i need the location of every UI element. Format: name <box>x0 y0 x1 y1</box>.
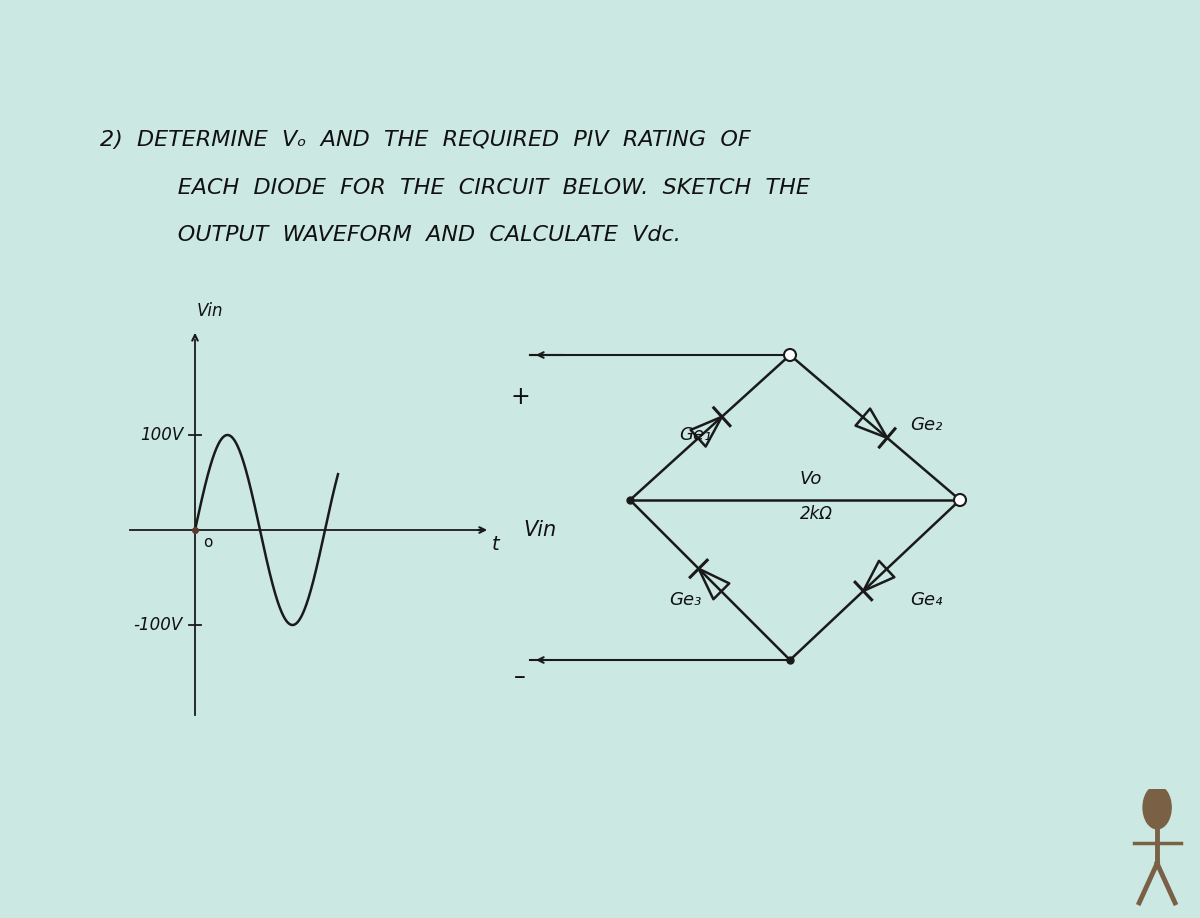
Text: Ge₄: Ge₄ <box>910 591 942 609</box>
Text: Vo: Vo <box>800 470 822 488</box>
Text: –: – <box>514 665 526 689</box>
Text: 2)  DETERMINE  Vₒ  AND  THE  REQUIRED  PIV  RATING  OF: 2) DETERMINE Vₒ AND THE REQUIRED PIV RAT… <box>100 130 751 150</box>
Text: o: o <box>203 535 212 550</box>
Circle shape <box>954 494 966 506</box>
Text: 100V: 100V <box>139 426 182 444</box>
Text: Ge₂: Ge₂ <box>910 416 942 434</box>
Text: t: t <box>492 535 499 554</box>
Text: +: + <box>510 385 530 409</box>
Text: Ge₃: Ge₃ <box>668 591 701 609</box>
Text: 2kΩ: 2kΩ <box>800 505 833 523</box>
Text: Vin: Vin <box>523 520 557 540</box>
Text: Vin: Vin <box>197 302 223 320</box>
Text: OUTPUT  WAVEFORM  AND  CALCULATE  Vdc.: OUTPUT WAVEFORM AND CALCULATE Vdc. <box>134 225 680 245</box>
Text: EACH  DIODE  FOR  THE  CIRCUIT  BELOW.  SKETCH  THE: EACH DIODE FOR THE CIRCUIT BELOW. SKETCH… <box>134 178 810 198</box>
Circle shape <box>1144 786 1171 829</box>
Text: Ge₁: Ge₁ <box>679 426 712 444</box>
Circle shape <box>784 349 796 361</box>
Text: -100V: -100V <box>133 616 182 634</box>
